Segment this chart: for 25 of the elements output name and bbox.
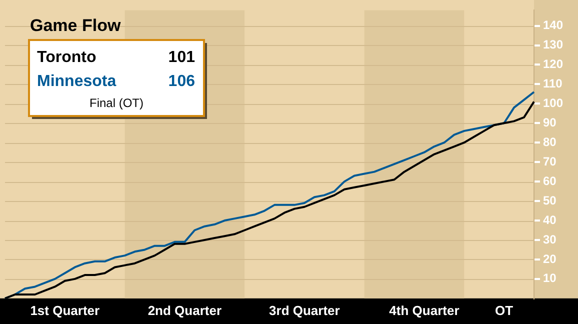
chart-title: Game Flow (30, 16, 122, 35)
y-tick-label: 20 (543, 252, 557, 266)
y-tick-label: 80 (543, 134, 557, 149)
x-tick-label: 3rd Quarter (269, 302, 340, 318)
text: Toronto (37, 49, 96, 66)
annotation: 106 (168, 73, 196, 90)
y-tick-label: 30 (543, 232, 557, 246)
y-tick-label: 140 (543, 18, 564, 32)
text: Minnesota (37, 73, 116, 90)
y-tick-label: 60 (543, 174, 557, 188)
y-tick-label: 40 (543, 212, 557, 227)
y-tick-label: 130 (543, 38, 564, 52)
y-tick-label: 70 (543, 154, 557, 168)
y-tick-label: 110 (543, 76, 563, 91)
annotation: 101 (168, 49, 196, 66)
y-tick-label: 120 (543, 57, 564, 72)
y-tick-label: 50 (543, 193, 557, 208)
y-tick-label: 10 (543, 271, 557, 286)
annotation: Final (OT) (90, 96, 144, 110)
x-tick-label: 4th Quarter (389, 302, 460, 318)
x-tick-label: OT (495, 302, 514, 318)
y-tick-label: 100 (543, 96, 564, 110)
y-tick-label: 90 (543, 115, 557, 130)
x-tick-label: 1st Quarter (30, 302, 100, 318)
x-tick-label: 2nd Quarter (148, 302, 222, 318)
